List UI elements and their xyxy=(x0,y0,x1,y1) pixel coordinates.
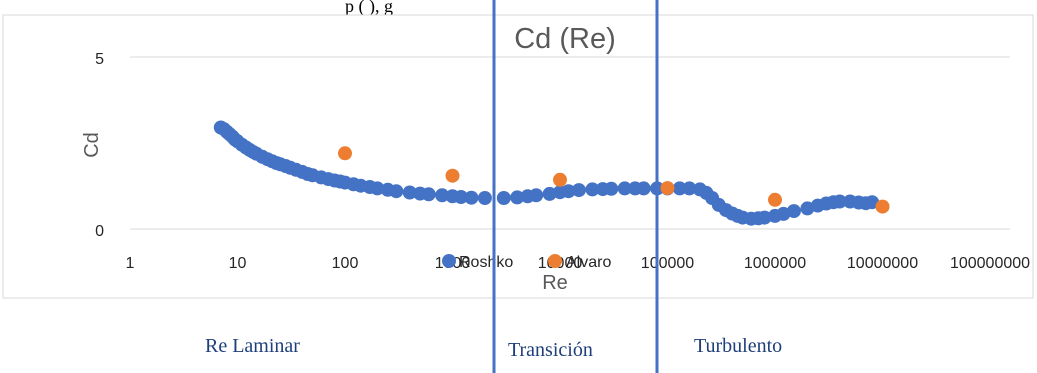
y-tick-label-0: 0 xyxy=(95,223,104,240)
roshko-point xyxy=(529,188,544,203)
roshko-point xyxy=(435,188,450,203)
roshko-point xyxy=(585,182,600,197)
x-tick-label: 1 xyxy=(126,255,135,272)
roshko-point xyxy=(421,187,436,202)
roshko-point xyxy=(477,191,492,205)
roshko-point xyxy=(636,181,651,196)
alvaro-point xyxy=(338,146,352,161)
alvaro-point xyxy=(445,168,460,183)
roshko-point xyxy=(496,191,511,205)
x-tick-label: 1000000 xyxy=(744,255,806,272)
header-fragment: p ( ), g xyxy=(345,0,393,17)
x-tick-label: 10 xyxy=(229,255,247,272)
roshko-point xyxy=(454,190,468,204)
legend-label-alvaro: Alvaro xyxy=(566,254,611,271)
roshko-point xyxy=(561,184,576,199)
chart-frame xyxy=(2,14,1034,299)
legend-marker-alvaro xyxy=(548,254,562,268)
y-axis-label: Cd xyxy=(81,132,103,158)
alvaro-point xyxy=(768,192,782,207)
roshko-point xyxy=(542,186,557,201)
roshko-point xyxy=(464,190,479,205)
alvaro-point xyxy=(553,172,567,187)
roshko-point xyxy=(370,181,385,196)
region-label-turbulent: Turbulento xyxy=(694,335,782,357)
roshko-point xyxy=(571,183,586,198)
x-axis-label: Re xyxy=(542,272,568,294)
roshko-point xyxy=(757,210,772,225)
x-tick-label: 10000000 xyxy=(847,255,918,272)
series-alvaro xyxy=(338,146,890,214)
legend: Roshko Alvaro xyxy=(442,254,611,271)
roshko-point xyxy=(832,194,847,209)
roshko-point xyxy=(510,190,525,205)
legend-marker-roshko xyxy=(442,254,456,268)
x-tick-label: 100000 xyxy=(641,255,694,272)
series-roshko xyxy=(213,120,880,226)
alvaro-point xyxy=(660,181,675,196)
roshko-point xyxy=(672,181,687,196)
x-tick-label: 100000000 xyxy=(950,255,1030,272)
alvaro-point xyxy=(875,199,890,214)
legend-label-roshko: Roshko xyxy=(459,254,513,271)
y-tick-label-5: 5 xyxy=(95,51,104,68)
roshko-point xyxy=(389,184,404,199)
roshko-point xyxy=(604,181,619,196)
roshko-point xyxy=(402,185,417,200)
chart-title: Cd (Re) xyxy=(514,23,616,55)
roshko-point xyxy=(617,181,632,196)
x-tick-label: 100 xyxy=(332,255,359,272)
roshko-point xyxy=(682,181,697,196)
region-label-transition: Transición xyxy=(508,339,593,361)
roshko-point xyxy=(786,204,801,219)
region-label-laminar: Re Laminar xyxy=(205,335,300,357)
